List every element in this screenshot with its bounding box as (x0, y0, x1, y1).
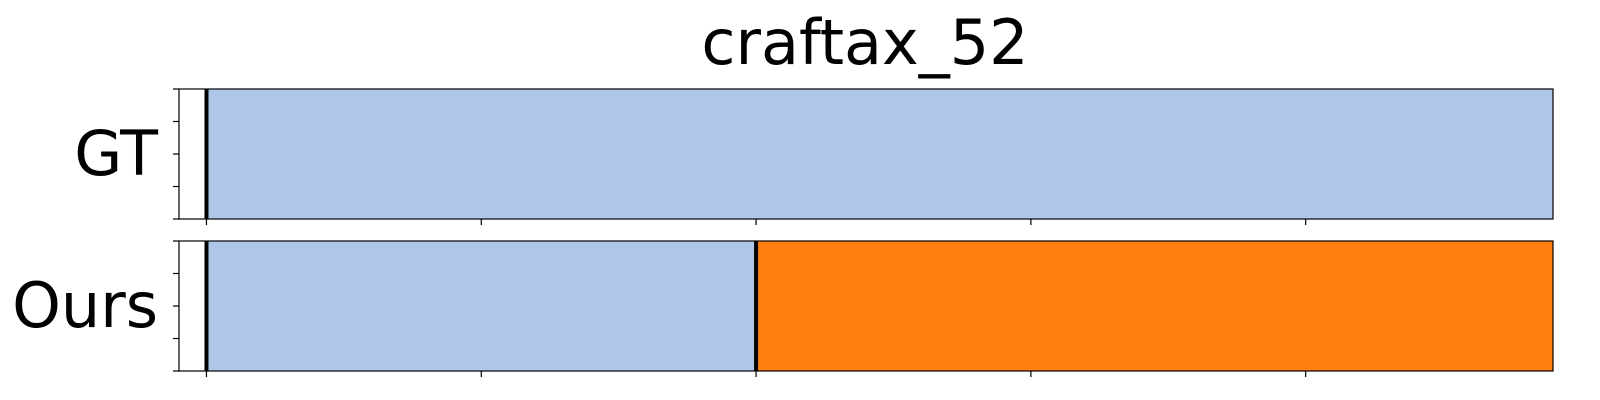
yticks-gt (173, 88, 179, 220)
axes-frame-ours (178, 240, 1554, 372)
xticks-ours (205, 371, 1307, 377)
segment-ours-1 (756, 241, 1553, 371)
row-ours: Ours (12, 240, 1554, 377)
row-label-ours: Ours (12, 269, 158, 342)
chart-title: craftax_52 (701, 6, 1028, 79)
axes-frame-gt (178, 88, 1554, 220)
segments-ours (206, 241, 1553, 371)
segment-gt-0 (206, 89, 1554, 219)
boundaries-ours (204, 241, 759, 371)
row-label-gt: GT (74, 117, 159, 190)
xticks-gt (205, 219, 1307, 225)
segments-gt (206, 89, 1554, 219)
yticks-ours (173, 240, 179, 372)
segment-ours-0 (206, 241, 757, 371)
row-gt: GT (74, 88, 1554, 225)
